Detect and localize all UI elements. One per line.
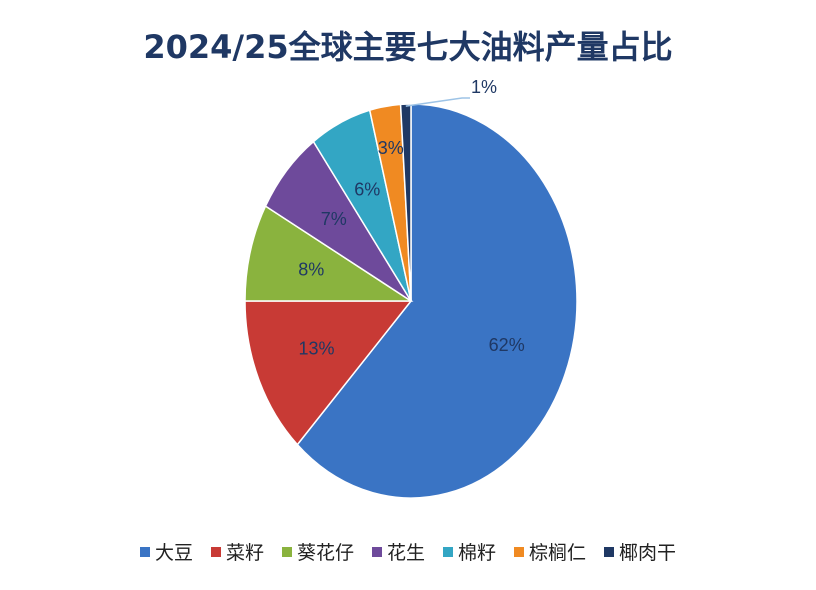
legend-item-rapeseed: 菜籽 — [210, 538, 264, 565]
data-label-peanut: 7% — [321, 209, 347, 229]
data-label-copra: 1% — [471, 77, 497, 97]
legend-label-cottonseed: 棉籽 — [458, 542, 497, 564]
legend: 大豆 菜籽 葵花仔 花生 棉籽 棕榈仁 椰肉干 — [0, 538, 816, 565]
legend-label-soybean: 大豆 — [154, 542, 193, 564]
data-label-soybean: 62% — [489, 335, 525, 355]
data-label-sunflower: 8% — [298, 259, 324, 279]
pie-slice-sunflower — [244, 204, 414, 302]
pie-slice-rapeseed — [244, 300, 413, 446]
legend-swatch-cottonseed — [443, 546, 453, 557]
legend-label-palm-kernel: 棕榈仁 — [529, 542, 587, 564]
legend-item-copra: 椰肉干 — [604, 538, 676, 565]
pie-slice-copra — [399, 103, 412, 302]
legend-swatch-peanut — [371, 546, 382, 557]
chart-title: 2024/25全球主要七大油料产量占比 — [143, 28, 673, 66]
leader-line-copra — [405, 97, 470, 107]
legend-item-soybean: 大豆 — [139, 538, 193, 565]
pie-chart: 62% 13% 8% 7% 6% 3% 1% — [244, 77, 578, 499]
legend-label-peanut: 花生 — [386, 542, 425, 564]
legend-swatch-soybean — [139, 546, 150, 557]
legend-swatch-sunflower — [281, 546, 292, 557]
legend-label-rapeseed: 菜籽 — [225, 542, 264, 564]
legend-swatch-rapeseed — [210, 546, 221, 557]
legend-label-sunflower: 葵花仔 — [296, 542, 354, 564]
data-label-palm-kernel: 3% — [378, 138, 404, 158]
pie-slices — [244, 103, 578, 499]
legend-swatch-palm-kernel — [514, 546, 525, 557]
legend-label-copra: 椰肉干 — [619, 542, 677, 564]
pie-slice-soybean — [296, 103, 578, 499]
legend-item-cottonseed: 棉籽 — [443, 538, 496, 565]
legend-swatch-copra — [604, 546, 615, 557]
legend-item-peanut: 花生 — [371, 538, 425, 565]
pie-labels: 62% 13% 8% 7% 6% 3% 1% — [298, 77, 524, 359]
legend-item-sunflower: 葵花仔 — [281, 538, 354, 565]
legend-item-palm-kernel: 棕榈仁 — [514, 538, 586, 565]
data-label-cottonseed: 6% — [354, 179, 380, 199]
data-label-rapeseed: 13% — [298, 338, 334, 358]
